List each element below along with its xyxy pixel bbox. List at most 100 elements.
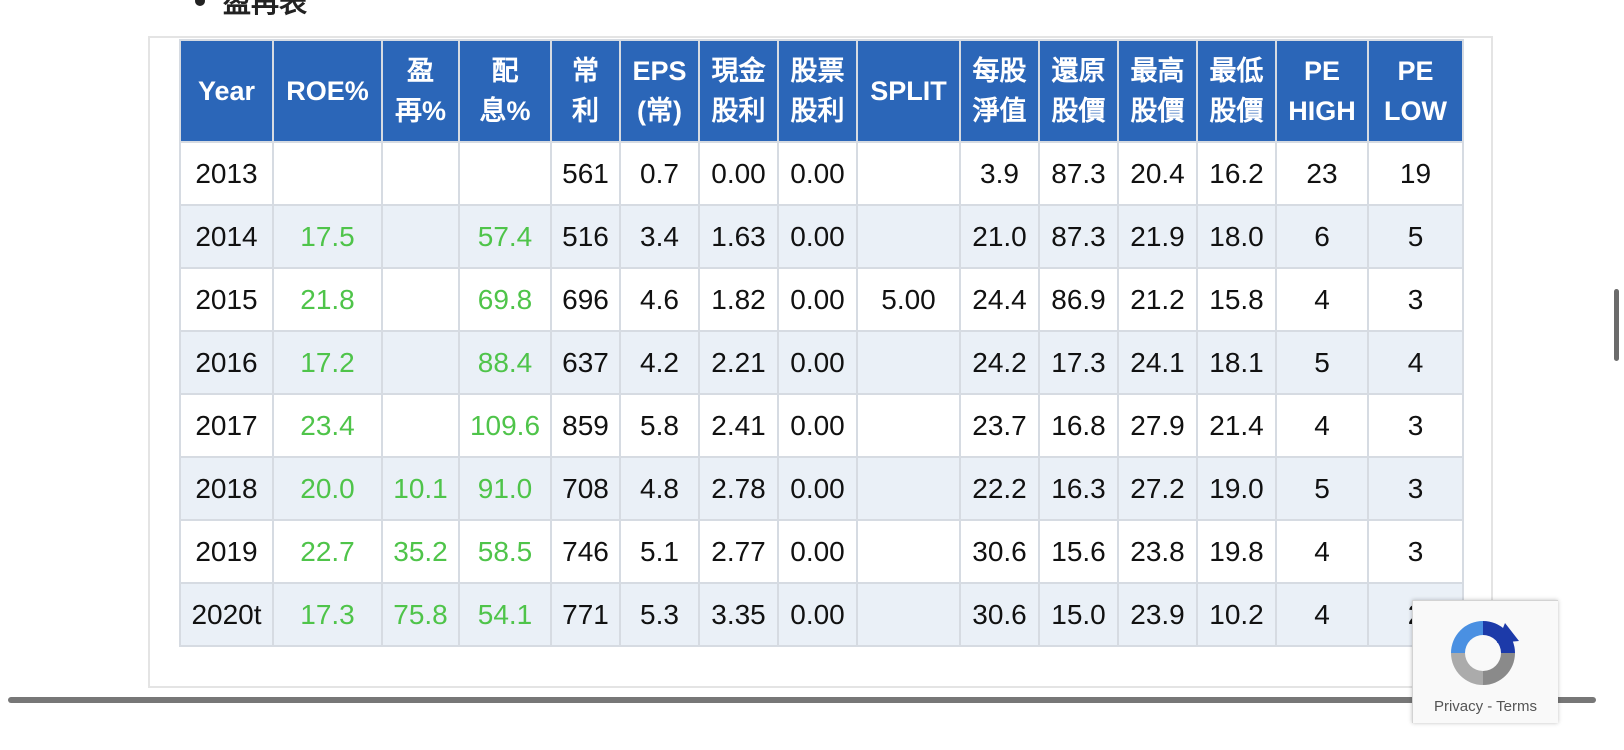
table-row: 2015 21.8 69.8 696 4.6 1.82 0.00 5.00 24.4 86.9 21… (179, 267, 1464, 332)
column-header: 配 息% (458, 39, 552, 143)
table-cell: 0.00 (777, 267, 858, 332)
column-header: 現金 股利 (698, 39, 779, 143)
table-row: 2019 22.7 35.2 58.5 746 5.1 2.77 0.00 30.6 15.6 23… (179, 519, 1464, 584)
table-cell: 0.00 (698, 141, 779, 206)
table-cell (856, 519, 961, 584)
table-header-row: Year ROE% 盈 再% 配 息% 常 利 EPS (常) 現金 股利 股票 股利 SPLI… (179, 39, 1464, 143)
table-cell: 16.2 (1196, 141, 1277, 206)
table-cell: 22.7 (272, 519, 383, 584)
table-cell (458, 141, 552, 206)
table-cell: 16.3 (1038, 456, 1119, 521)
table-cell: 15.6 (1038, 519, 1119, 584)
recaptcha-links[interactable]: Privacy - Terms (1433, 698, 1538, 715)
table-cell: 771 (550, 582, 621, 647)
vertical-scrollbar[interactable] (1614, 289, 1619, 361)
column-header: ROE% (272, 39, 383, 143)
table-cell: 87.3 (1038, 204, 1119, 269)
bullet-icon (195, 0, 205, 6)
financial-table: Year ROE% 盈 再% 配 息% 常 利 EPS (常) 現金 股利 股票 股利 SPLI… (179, 39, 1464, 647)
horizontal-scrollbar[interactable] (8, 697, 1596, 703)
table-cell: 16.8 (1038, 393, 1119, 458)
table-cell: 2.21 (698, 330, 779, 395)
table-cell: 2019 (179, 519, 274, 584)
table-cell: 2017 (179, 393, 274, 458)
recaptcha-icon (1451, 621, 1519, 685)
table-cell: 15.8 (1196, 267, 1277, 332)
table-cell: 75.8 (381, 582, 460, 647)
table-cell: 4.6 (619, 267, 700, 332)
table-cell: 17.3 (1038, 330, 1119, 395)
section-heading-text: 盈再表 (223, 0, 308, 18)
column-header: EPS (常) (619, 39, 700, 143)
table-cell: 21.4 (1196, 393, 1277, 458)
table-cell: 0.7 (619, 141, 700, 206)
table-cell: 3 (1367, 393, 1464, 458)
table-cell: 2.78 (698, 456, 779, 521)
table-cell: 23.8 (1117, 519, 1198, 584)
table-cell: 746 (550, 519, 621, 584)
table-cell: 2016 (179, 330, 274, 395)
table-cell: 21.2 (1117, 267, 1198, 332)
table-cell: 4.2 (619, 330, 700, 395)
table-cell: 0.00 (777, 519, 858, 584)
table-cell: 88.4 (458, 330, 552, 395)
table-cell: 21.9 (1117, 204, 1198, 269)
table-cell: 23.4 (272, 393, 383, 458)
table-cell: 54.1 (458, 582, 552, 647)
table-cell: 5.1 (619, 519, 700, 584)
table-cell: 23.7 (959, 393, 1040, 458)
table-cell: 17.3 (272, 582, 383, 647)
table-cell: 91.0 (458, 456, 552, 521)
table-cell: 5.8 (619, 393, 700, 458)
table-cell: 10.1 (381, 456, 460, 521)
table-cell: 637 (550, 330, 621, 395)
table-cell: 5.00 (856, 267, 961, 332)
table-cell: 87.3 (1038, 141, 1119, 206)
table-cell: 27.2 (1117, 456, 1198, 521)
table-cell: 69.8 (458, 267, 552, 332)
table-cell (856, 456, 961, 521)
column-header: 常 利 (550, 39, 621, 143)
table-cell (272, 141, 383, 206)
table-cell (381, 141, 460, 206)
column-header: 盈 再% (381, 39, 460, 143)
table-cell: 4 (1275, 393, 1369, 458)
table-row: 2014 17.5 57.4 516 3.4 1.63 0.00 21.0 87.3 21.9 18… (179, 204, 1464, 269)
recaptcha-badge[interactable]: Privacy - Terms (1412, 600, 1558, 723)
table-cell: 1.63 (698, 204, 779, 269)
table-cell: 24.4 (959, 267, 1040, 332)
table-cell (381, 267, 460, 332)
table-cell: 109.6 (458, 393, 552, 458)
table-cell (381, 204, 460, 269)
table-cell: 15.0 (1038, 582, 1119, 647)
table-cell: 19.8 (1196, 519, 1277, 584)
table-row: 2016 17.2 88.4 637 4.2 2.21 0.00 24.2 17.3 24.1 18… (179, 330, 1464, 395)
table-cell: 4 (1275, 519, 1369, 584)
column-header: 還原 股價 (1038, 39, 1119, 143)
table-cell: 696 (550, 267, 621, 332)
table-cell: 708 (550, 456, 621, 521)
table-cell: 10.2 (1196, 582, 1277, 647)
table-cell: 4 (1275, 267, 1369, 332)
table-cell: 3.9 (959, 141, 1040, 206)
table-cell: 5 (1275, 330, 1369, 395)
column-header: PE HIGH (1275, 39, 1369, 143)
column-header: PE LOW (1367, 39, 1464, 143)
table-cell: 3.35 (698, 582, 779, 647)
table-cell: 2014 (179, 204, 274, 269)
table-cell: 0.00 (777, 393, 858, 458)
table-cell: 859 (550, 393, 621, 458)
table-cell (856, 330, 961, 395)
table-cell: 19.0 (1196, 456, 1277, 521)
table-cell: 58.5 (458, 519, 552, 584)
table-cell: 21.8 (272, 267, 383, 332)
table-cell: 24.1 (1117, 330, 1198, 395)
table-cell: 4 (1367, 330, 1464, 395)
table-row: 2013 561 0.7 0.00 0.00 3.9 87.3 20.4 16.2 23 19 (179, 141, 1464, 206)
table-cell: 2015 (179, 267, 274, 332)
table-cell: 17.5 (272, 204, 383, 269)
table-cell: 516 (550, 204, 621, 269)
table-cell: 22.2 (959, 456, 1040, 521)
table-cell: 21.0 (959, 204, 1040, 269)
table-cell: 30.6 (959, 519, 1040, 584)
